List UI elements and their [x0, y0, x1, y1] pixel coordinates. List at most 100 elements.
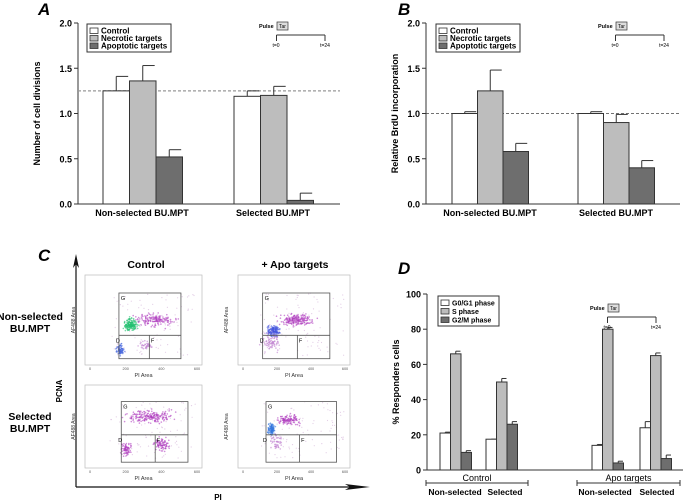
event-dot — [161, 444, 163, 447]
event-dot — [311, 313, 313, 315]
event-dot — [128, 316, 131, 318]
event-dot — [138, 422, 141, 424]
event-dot — [302, 317, 305, 320]
event-dot — [129, 317, 131, 320]
event-dot — [132, 321, 134, 323]
event-dot — [290, 424, 292, 426]
event-dot — [160, 323, 162, 325]
event-dot — [127, 303, 129, 305]
x-axis-label-pi: PI — [214, 493, 222, 502]
event-dot — [276, 457, 278, 459]
event-dot — [121, 404, 123, 406]
event-dot — [116, 338, 118, 340]
event-dot — [166, 413, 169, 415]
event-dot — [135, 321, 137, 323]
gate-label-d: D — [116, 338, 120, 344]
event-dot — [131, 454, 133, 456]
event-dot — [146, 409, 149, 412]
event-dot — [129, 446, 132, 449]
event-dot — [262, 337, 265, 340]
inset-pulse-label: Pulse — [590, 306, 605, 312]
event-dot — [320, 430, 322, 432]
event-dot — [138, 324, 140, 327]
event-dot — [146, 417, 148, 420]
event-dot — [143, 419, 146, 421]
event-dot — [139, 342, 142, 345]
x-category-label: Selected — [640, 487, 675, 497]
flow-plot-frame — [237, 384, 351, 469]
event-dot — [147, 320, 150, 322]
event-dot — [162, 411, 164, 413]
flow-plot-frame — [84, 384, 203, 469]
event-dot — [123, 420, 126, 423]
legend-swatch — [438, 35, 448, 42]
event-dot — [127, 309, 129, 311]
event-dot — [298, 319, 300, 321]
event-dot — [290, 320, 293, 322]
event-dot — [297, 304, 299, 306]
event-dot — [274, 433, 277, 435]
event-dot — [115, 318, 117, 320]
y-tick-label: 0.5 — [59, 154, 72, 164]
event-dot — [169, 320, 172, 323]
plot-y-label: AF488 Area — [71, 307, 77, 334]
event-dot — [290, 407, 292, 410]
event-dot — [155, 415, 157, 418]
event-dot — [267, 427, 269, 429]
event-dot — [157, 347, 159, 349]
event-dot — [115, 345, 118, 347]
event-dot — [281, 415, 284, 418]
event-dot — [150, 414, 153, 417]
event-dot — [138, 444, 140, 446]
x-category-label: Non-selected — [578, 487, 631, 497]
bar-g0-g1-phase — [485, 438, 497, 471]
event-dot — [158, 315, 161, 317]
event-dot — [263, 331, 265, 333]
event-dot — [158, 422, 161, 425]
chart-a: 0.0 0.5 1.0 1.5 2.0 Number of cell divisions N… — [32, 19, 340, 218]
event-dot — [306, 333, 308, 335]
gate-g — [262, 292, 331, 360]
event-dot — [308, 316, 311, 318]
event-dot — [163, 418, 166, 421]
event-dot — [274, 336, 276, 338]
event-dot — [277, 349, 279, 351]
x-tick-label: 0 — [242, 470, 244, 474]
event-dot — [193, 294, 195, 297]
event-dot — [288, 312, 290, 314]
inset-tar-label: Tar — [279, 24, 286, 30]
event-dot — [148, 316, 151, 319]
y-tick-label: 1.0 — [407, 109, 420, 119]
event-dot — [286, 294, 288, 297]
event-dot — [278, 422, 281, 425]
event-dot — [341, 436, 343, 439]
event-dot — [135, 416, 138, 419]
event-dot — [143, 415, 146, 417]
event-dot — [151, 418, 153, 420]
event-dot — [170, 445, 173, 447]
event-dot — [273, 340, 276, 343]
event-dot — [169, 415, 171, 418]
event-dot — [337, 305, 339, 307]
flow-plot: G D F 0 200 400 600 PI Area AF488 Area — [224, 274, 351, 379]
event-dot — [310, 321, 313, 324]
event-dot — [287, 316, 290, 318]
event-dot — [161, 320, 163, 323]
event-dot — [168, 320, 170, 322]
event-dot — [159, 440, 161, 443]
event-dot — [141, 411, 144, 414]
event-dot — [270, 325, 273, 327]
y-tick-label: 0.0 — [407, 200, 420, 210]
legend-swatch — [438, 27, 448, 34]
event-dot — [293, 315, 296, 317]
event-dot — [280, 420, 282, 422]
event-dot — [121, 345, 123, 347]
event-dot — [290, 313, 292, 316]
event-dot — [285, 336, 287, 338]
event-dot — [303, 321, 306, 324]
event-dot — [132, 329, 135, 331]
event-dot — [149, 403, 151, 405]
event-dot — [174, 442, 176, 444]
event-dot — [336, 412, 338, 414]
event-dot — [301, 426, 303, 428]
